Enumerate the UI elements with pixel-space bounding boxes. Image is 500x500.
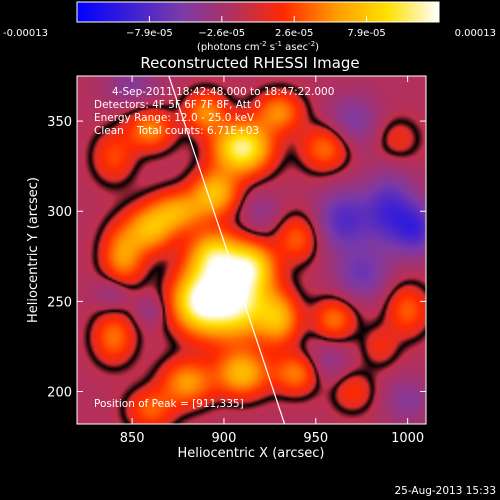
- colorbar: -0.00013 −7.9e-05 −2.6e-05 2.6e-05 7.9e-05 0.…: [3, 1, 496, 53]
- info-overlay: 4-Sep-2011 18:42:48.000 to 18:47:22.000 …: [94, 86, 334, 410]
- time-range-text: 4-Sep-2011 18:42:48.000 to 18:47:22.000: [112, 86, 334, 98]
- colorbar-tick-label: 7.9e-05: [347, 28, 385, 39]
- x-tick-label: 1000: [391, 431, 424, 446]
- chart-title: Reconstructed RHESSI Image: [140, 54, 359, 72]
- colorbar-tick-label: -0.00013: [3, 28, 48, 39]
- x-tick-label: 850: [120, 431, 145, 446]
- colorbar-strip: [76, 1, 440, 23]
- y-axis-ticks: 200 250 300 350: [47, 115, 426, 401]
- colorbar-tick-labels: -0.00013 −7.9e-05 −2.6e-05 2.6e-05 7.9e-05 0.…: [3, 28, 496, 39]
- solar-limb-line: [168, 76, 286, 424]
- plot-area: 850 900 950 1000 200 250 300 350: [47, 75, 427, 446]
- y-tick-label: 350: [47, 115, 72, 130]
- detectors-text: Detectors: 4F 5F 6F 7F 8F, Att 0: [94, 99, 261, 111]
- y-tick-label: 200: [47, 386, 72, 401]
- colorbar-tick-label: −7.9e-05: [126, 28, 173, 39]
- plot-frame: [76, 75, 427, 425]
- heatmap-image: [77, 76, 426, 424]
- colorbar-tick-label: 0.00013: [455, 28, 496, 39]
- x-axis-title: Heliocentric X (arcsec): [178, 446, 325, 461]
- energy-range-text: Energy Range: 12.0 - 25.0 keV: [94, 112, 255, 124]
- colorbar-tick-label: 2.6e-05: [275, 28, 313, 39]
- x-tick-label: 900: [212, 431, 237, 446]
- clean-counts-text: Clean Total counts: 6.71E+03: [94, 125, 259, 137]
- peak-position-text: Position of Peak = [911,335]: [94, 398, 244, 410]
- x-axis-ticks: 850 900 950 1000: [120, 76, 424, 446]
- footer-date: 25-Aug-2013 15:33: [394, 485, 496, 497]
- colorbar-units-label: (photons cm-2 s-1 asec-2): [197, 40, 319, 53]
- y-axis-title: Heliocentric Y (arcsec): [26, 177, 41, 323]
- y-tick-label: 250: [47, 295, 72, 310]
- x-tick-label: 950: [303, 431, 328, 446]
- colorbar-tick-label: −2.6e-05: [198, 28, 245, 39]
- colorbar-ticks: [76, 16, 440, 22]
- y-tick-label: 300: [47, 205, 72, 220]
